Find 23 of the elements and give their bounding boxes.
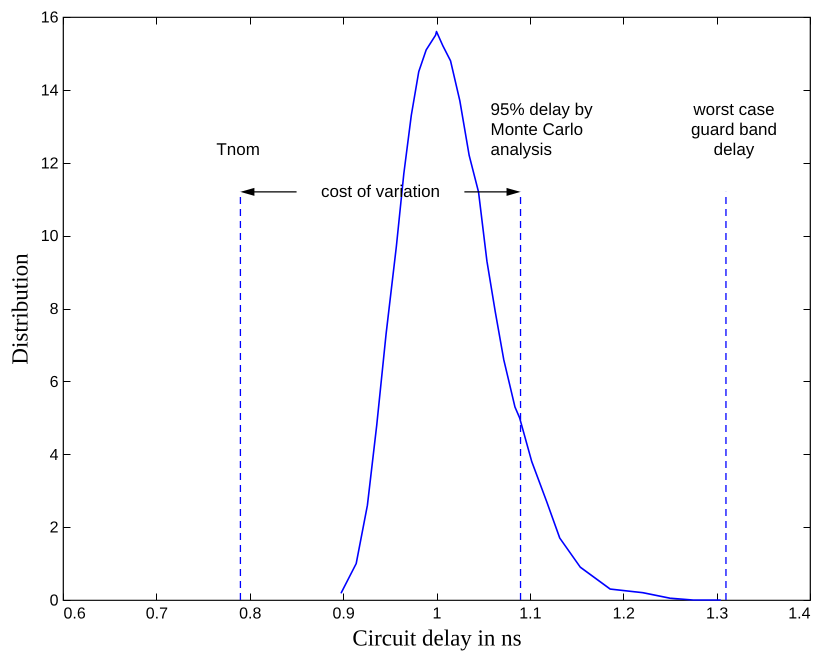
x-tick-label: 1.4: [788, 606, 811, 622]
y-tick-label: 6: [50, 374, 59, 391]
x-tick-label: 1: [432, 606, 442, 622]
x-tick-label: 1.2: [612, 606, 635, 622]
x-tick-label: 0.8: [239, 606, 262, 622]
ref-line-label: 95% delay by Monte Carlo analysis: [490, 100, 594, 159]
y-tick-label: 2: [50, 520, 59, 537]
y-tick-label: 14: [40, 82, 59, 100]
x-axis-title: Circuit delay in ns: [352, 626, 522, 650]
ref-line-label: Tnom: [216, 140, 260, 159]
y-tick-label: 8: [50, 301, 59, 318]
y-tick-label: 12: [40, 155, 59, 172]
y-axis-title: Distribution: [8, 252, 33, 365]
x-tick-label: 0.6: [64, 606, 86, 622]
x-tick-label: 1.1: [519, 606, 542, 622]
x-tick-label: 1.3: [706, 606, 728, 622]
y-tick-label: 16: [40, 10, 59, 26]
x-tick-label: 0.9: [332, 606, 355, 622]
ref-line-label: worst case guard band delay: [690, 100, 777, 159]
x-tick-label: 0.7: [146, 606, 168, 622]
y-tick-label: 0: [50, 592, 59, 610]
y-tick-label: 4: [50, 446, 59, 464]
y-tick-label: 10: [40, 228, 59, 246]
